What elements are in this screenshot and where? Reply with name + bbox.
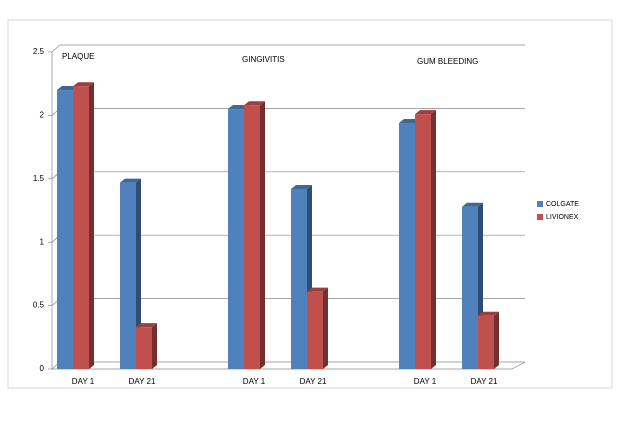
bar-top <box>478 311 499 316</box>
bar-front <box>136 327 152 369</box>
legend-label: COLGATE <box>546 201 579 208</box>
y-tick-label: 0 <box>40 364 45 373</box>
bar-side <box>431 110 436 369</box>
x-tick-label: DAY 21 <box>129 377 156 386</box>
bar <box>73 82 94 370</box>
bar-front <box>307 291 323 369</box>
bar-front <box>228 109 244 369</box>
bar-side <box>494 311 499 369</box>
legend-swatch <box>537 214 543 220</box>
bar-side <box>89 82 94 370</box>
bar-top <box>136 323 157 328</box>
x-tick-label: DAY 1 <box>414 377 437 386</box>
bar-front <box>399 123 415 370</box>
bar <box>136 323 157 369</box>
bar-top <box>462 202 483 207</box>
bar-front <box>291 188 307 369</box>
bar-front <box>73 86 89 370</box>
y-tick-label: 0.5 <box>33 301 45 310</box>
bar <box>307 287 328 369</box>
bar-top <box>244 101 265 106</box>
x-tick-label: DAY 1 <box>243 377 266 386</box>
bar-top <box>399 119 420 124</box>
bar-front <box>244 105 260 370</box>
grid-line <box>51 44 61 53</box>
bar-front <box>478 315 494 369</box>
group-label: PLAQUE <box>62 52 94 61</box>
bar-top <box>57 86 78 91</box>
group-label: GINGIVITIS <box>242 55 285 64</box>
bar-side <box>152 323 157 369</box>
legend-swatch <box>537 201 543 207</box>
bar-top <box>415 110 436 115</box>
bar-front <box>415 114 431 369</box>
x-tick-label: DAY 21 <box>471 377 498 386</box>
bar <box>244 101 265 370</box>
bar <box>478 311 499 369</box>
bar-side <box>136 178 141 369</box>
group-label: GUM BLEEDING <box>417 57 478 66</box>
bar-top <box>120 178 141 183</box>
bar-front <box>462 206 478 369</box>
legend-label: LIVIONEX <box>546 214 579 221</box>
x-tick-label: DAY 1 <box>72 377 95 386</box>
bar-top <box>228 105 249 110</box>
bar-front <box>120 182 136 369</box>
bar-side <box>323 287 328 369</box>
x-tick-label: DAY 21 <box>300 377 327 386</box>
bar <box>120 178 141 369</box>
y-tick-label: 2.5 <box>33 47 45 56</box>
bar-front <box>57 90 73 369</box>
bar <box>415 110 436 369</box>
y-tick-label: 1.5 <box>33 174 45 183</box>
bar-top <box>291 184 312 189</box>
bar-top <box>307 287 328 292</box>
bar-top <box>73 82 94 87</box>
y-tick-label: 1 <box>40 237 45 246</box>
bar-side <box>260 101 265 370</box>
y-tick-label: 2 <box>40 111 45 120</box>
